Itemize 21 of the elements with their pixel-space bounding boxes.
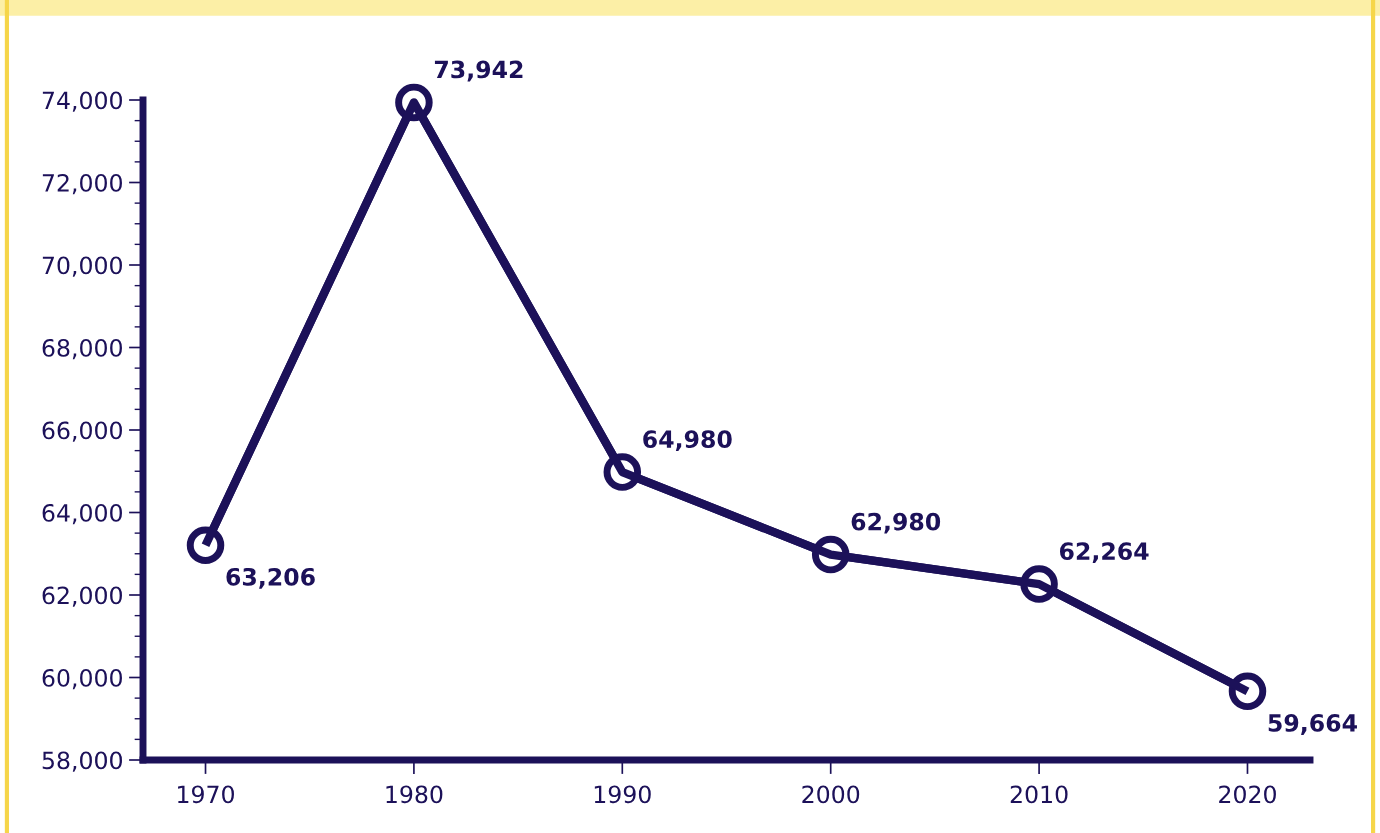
y-tick-label: 64,000 (42, 503, 122, 525)
x-tick-label: 2020 (1219, 785, 1276, 804)
y-tick-label: 72,000 (42, 173, 122, 195)
x-tick-label: 1980 (386, 785, 443, 804)
y-tick-label: 60,000 (42, 668, 122, 690)
x-tick-label: 1990 (594, 785, 651, 804)
data-label: 73,942 (434, 60, 523, 82)
x-tick-label: 1970 (178, 785, 234, 804)
x-tick-label: 2000 (802, 785, 860, 804)
x-tick-label: 2010 (1010, 785, 1068, 804)
y-tick-label: 62,000 (42, 586, 122, 607)
y-tick-label: 66,000 (42, 421, 122, 442)
y-tick-label: 58,000 (42, 751, 122, 772)
data-label: 62,980 (851, 512, 941, 534)
y-tick-label: 74,000 (42, 91, 122, 112)
y-tick-label: 68,000 (42, 338, 122, 360)
data-label: 59,664 (1268, 714, 1357, 735)
data-label: 62,264 (1060, 542, 1149, 564)
y-tick-label: 70,000 (42, 256, 122, 277)
data-label: 63,206 (226, 567, 315, 589)
data-label: 64,980 (643, 430, 732, 452)
